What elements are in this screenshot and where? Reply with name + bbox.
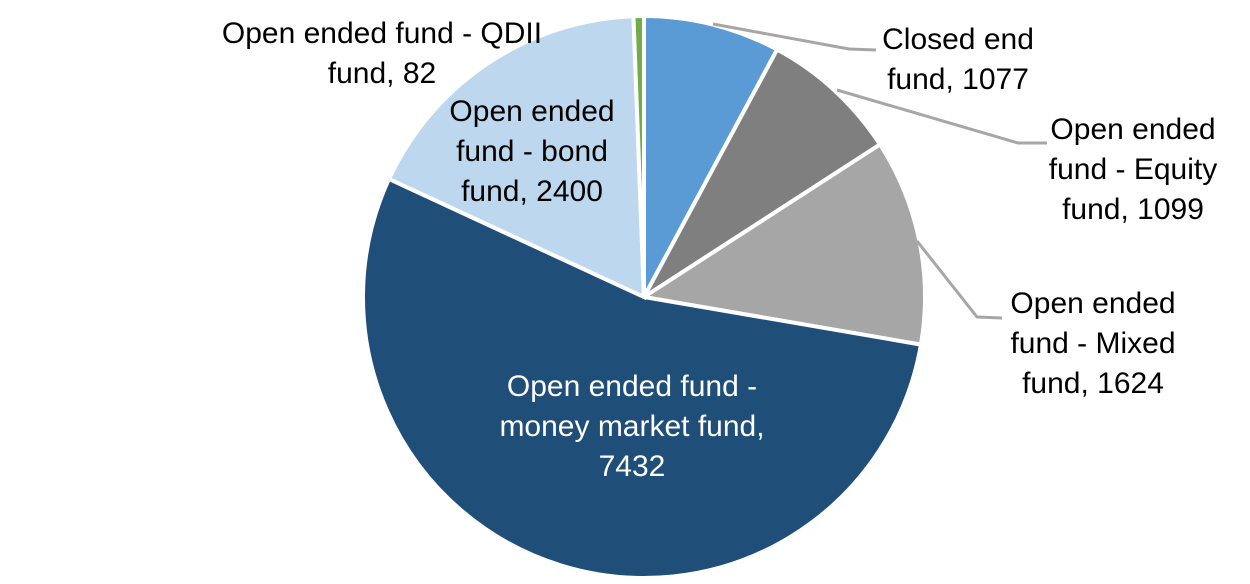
- pie-label-line: Open ended fund -: [506, 370, 758, 403]
- pie-label-line: money market fund,: [499, 410, 765, 443]
- pie-label-equity-fund: Open ended fund - Equity fund, 1099: [1049, 110, 1217, 230]
- pie-label-bond-fund: Open ended fund - bond fund, 2400: [449, 92, 614, 212]
- pie-slice-open-ended-fund-qdii-fund: [631, 13, 646, 298]
- pie-label-mixed-fund: Open ended fund - Mixed fund, 1624: [1010, 284, 1175, 404]
- pie-label-money-market-fund: Open ended fund - money market fund, 743…: [499, 367, 764, 487]
- leader-line-closed-end-fund: [712, 22, 877, 52]
- pie-label-line: fund - Mixed: [1010, 327, 1176, 360]
- pie-label-line: Closed end: [882, 23, 1034, 56]
- pie-label-line: fund, 1624: [1022, 367, 1164, 400]
- pie-slice-open-ended-fund-equity-fund: [642, 46, 883, 299]
- pie-label-qdii-fund: Open ended fund - QDII fund, 82: [222, 14, 542, 94]
- pie-label-line: Open ended: [1050, 113, 1216, 146]
- pie-label-line: fund, 1077: [887, 63, 1029, 96]
- pie-label-line: fund - bond: [456, 135, 608, 168]
- pie-slice-open-ended-fund-mixed-fund: [638, 141, 927, 347]
- pie-slice-open-ended-fund-bond-fund: [386, 14, 647, 301]
- pie-label-line: Open ended: [1010, 287, 1176, 320]
- pie-label-line: Open ended: [449, 95, 615, 128]
- pie-label-closed-end-fund: Closed end fund, 1077: [882, 20, 1034, 100]
- pie-label-line: fund, 82: [327, 57, 437, 90]
- pie-label-line: fund - Equity: [1048, 153, 1218, 186]
- pie-label-line: 7432: [598, 450, 666, 483]
- leader-line-mixed-fund: [915, 240, 1003, 320]
- pie-label-line: Open ended fund - QDII: [221, 17, 543, 50]
- pie-slice-open-ended-fund-money-market-fund: [361, 176, 924, 580]
- pie-label-line: fund, 1099: [1062, 193, 1204, 226]
- pie-slice-closed-end-fund: [642, 13, 780, 298]
- pie-label-line: fund, 2400: [461, 175, 603, 208]
- leader-line-equity-fund: [836, 88, 1047, 145]
